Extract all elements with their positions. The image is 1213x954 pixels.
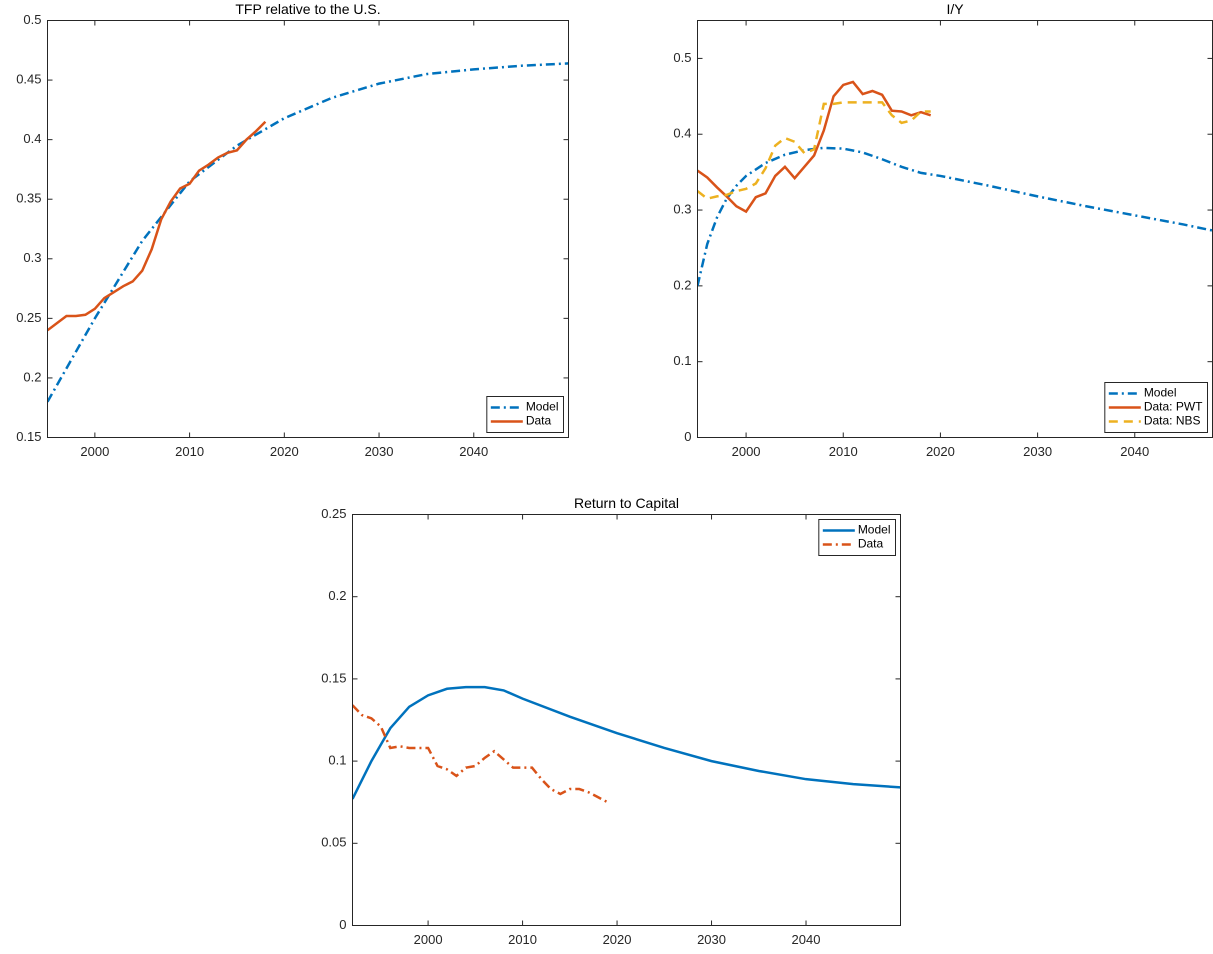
y-tick-label: 0.45 bbox=[16, 72, 41, 87]
y-tick-label: 0.2 bbox=[328, 588, 346, 603]
x-tick-label: 2000 bbox=[414, 932, 443, 947]
x-tick-label: 2010 bbox=[508, 932, 537, 947]
x-tick-label: 2030 bbox=[1023, 444, 1052, 459]
x-tick-label: 2040 bbox=[792, 932, 821, 947]
x-tick-label: 2020 bbox=[603, 932, 632, 947]
y-tick-label: 0.15 bbox=[321, 670, 346, 685]
y-tick-label: 0.1 bbox=[673, 353, 691, 368]
legend-label: Data bbox=[526, 414, 552, 428]
axes-box bbox=[697, 20, 1213, 438]
y-tick-label: 0 bbox=[339, 917, 346, 932]
y-tick-label: 0 bbox=[684, 429, 691, 444]
y-tick-label: 0.5 bbox=[673, 50, 691, 65]
y-tick-label: 0.3 bbox=[673, 201, 691, 216]
x-tick-label: 2040 bbox=[459, 444, 488, 459]
y-tick-label: 0.4 bbox=[23, 131, 41, 146]
legend-label: Data bbox=[858, 537, 884, 551]
legend-label: Data: NBS bbox=[1144, 414, 1201, 428]
y-tick-label: 0.2 bbox=[23, 369, 41, 384]
legend-label: Model bbox=[858, 523, 891, 537]
y-tick-label: 0.25 bbox=[321, 506, 346, 521]
y-tick-label: 0.1 bbox=[328, 753, 346, 768]
x-tick-label: 2040 bbox=[1120, 444, 1149, 459]
series-line bbox=[47, 62, 569, 403]
legend-label: Model bbox=[1144, 386, 1177, 400]
x-tick-label: 2010 bbox=[829, 444, 858, 459]
series-line bbox=[352, 704, 609, 804]
axes-box bbox=[47, 20, 569, 438]
subplot: Return to Capital 0 0.05 0.1 0.15 0.2 0.25 2000… bbox=[321, 495, 901, 947]
y-tick-label: 0.15 bbox=[16, 429, 41, 444]
series-line bbox=[697, 146, 1213, 287]
x-tick-label: 2020 bbox=[926, 444, 955, 459]
legend-label: Data: PWT bbox=[1144, 400, 1203, 414]
subplot: I/Y 0 0.1 0.2 0.3 0.4 0.5 2000 2010 2020 2030 2040 M… bbox=[673, 1, 1213, 459]
chart-title: Return to Capital bbox=[574, 495, 679, 511]
series-line bbox=[697, 80, 932, 214]
y-tick-label: 0.25 bbox=[16, 310, 41, 325]
x-tick-label: 2020 bbox=[270, 444, 299, 459]
y-tick-label: 0.35 bbox=[16, 191, 41, 206]
x-tick-label: 2000 bbox=[80, 444, 109, 459]
x-tick-label: 2000 bbox=[732, 444, 761, 459]
legend-label: Model bbox=[526, 400, 559, 414]
y-tick-label: 0.5 bbox=[23, 12, 41, 27]
legend-box bbox=[486, 396, 564, 433]
x-tick-label: 2030 bbox=[365, 444, 394, 459]
x-tick-label: 2010 bbox=[175, 444, 204, 459]
chart-title: I/Y bbox=[946, 1, 964, 17]
series-line bbox=[47, 120, 267, 332]
y-tick-label: 0.05 bbox=[321, 835, 346, 850]
y-tick-label: 0.2 bbox=[673, 277, 691, 292]
y-tick-label: 0.3 bbox=[23, 250, 41, 265]
x-tick-label: 2030 bbox=[697, 932, 726, 947]
axes-box bbox=[352, 514, 901, 926]
y-tick-label: 0.4 bbox=[673, 126, 691, 141]
series-line bbox=[352, 685, 901, 800]
series-line bbox=[697, 101, 931, 201]
legend-box bbox=[818, 519, 896, 556]
chart-title: TFP relative to the U.S. bbox=[235, 1, 380, 17]
subplot: TFP relative to the U.S. 0.15 0.2 0.25 0.3 0.… bbox=[16, 1, 569, 459]
